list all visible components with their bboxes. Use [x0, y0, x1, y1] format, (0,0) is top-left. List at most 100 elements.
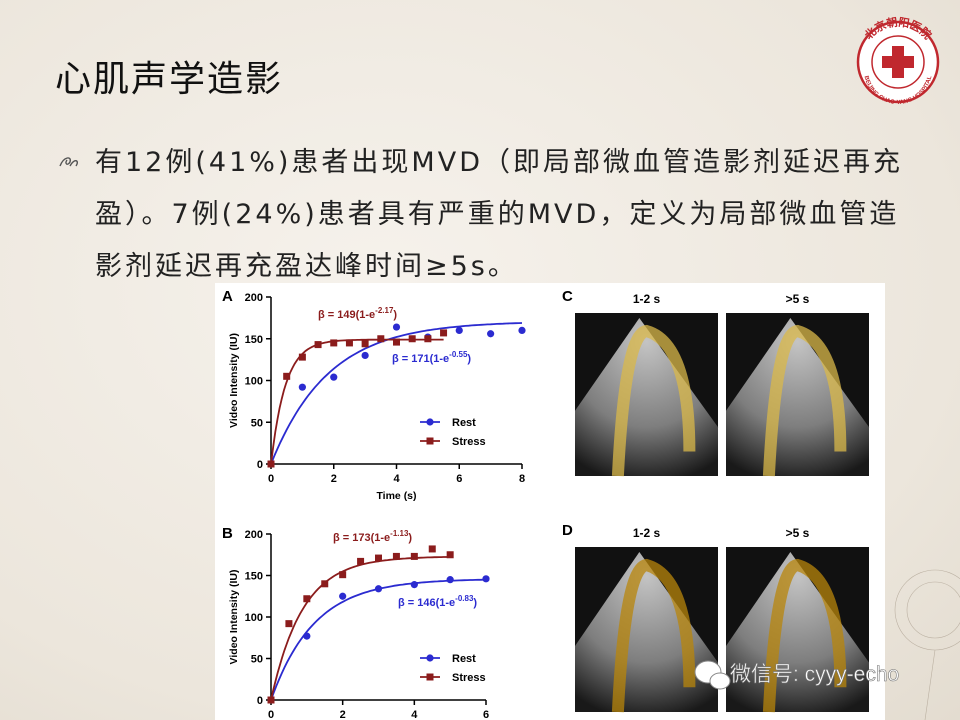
y-axis-label: Video Intensity (IU) [228, 570, 240, 665]
image-label: >5 s [786, 292, 810, 306]
fit-prefix: β = 149(1-e [318, 309, 375, 321]
fit-label: β = 146(1-e-0.83) [398, 594, 477, 609]
slide-title: 心肌声学造影 [55, 59, 284, 100]
bullet-text: 有12例(41%)患者出现MVD（即局部微血管造影剂延迟再充盈）。7例(24%)… [95, 147, 903, 282]
marker-circle [392, 323, 401, 331]
marker-square [283, 372, 291, 380]
y-tick-label: 200 [245, 529, 263, 541]
fit-exponent: -0.83 [455, 594, 474, 603]
fit-suffix: ) [473, 597, 477, 609]
legend-label: Stress [452, 436, 486, 448]
panel-letter: A [222, 288, 233, 305]
watermark-text: 微信号: cyyy-echo [730, 663, 899, 686]
marker-square [303, 595, 311, 603]
x-tick-label: 4 [393, 473, 400, 485]
marker-circle [518, 326, 526, 334]
fit-suffix: ) [467, 353, 471, 365]
marker-circle [303, 632, 311, 640]
image-label: 1-2 s [633, 292, 661, 306]
x-tick-label: 6 [456, 473, 462, 485]
marker-square [446, 551, 454, 559]
marker-square [285, 620, 293, 628]
fit-prefix: β = 146(1-e [398, 597, 455, 609]
marker-circle [361, 351, 369, 360]
echo-cone [726, 318, 869, 476]
marker-square [361, 340, 369, 348]
y-tick-label: 0 [257, 695, 263, 707]
fit-exponent: -0.55 [449, 350, 468, 359]
marker-square [440, 329, 448, 337]
chart: B 0 50 100 150 200 0 2 4 6 Video Intensity (IU) β =… [222, 525, 490, 720]
watermark: 微信号: cyyy-echo [694, 660, 900, 690]
x-tick-label: 6 [483, 709, 489, 720]
fit-exponent: -1.13 [390, 529, 409, 538]
echo-myocardium [611, 324, 696, 477]
marker-circle [339, 592, 347, 600]
marker-square [339, 571, 347, 579]
y-tick-label: 150 [245, 571, 263, 583]
x-tick-label: 2 [331, 473, 337, 485]
echo-myocardium [611, 558, 696, 713]
fit-curve [270, 556, 451, 701]
x-tick-label: 0 [268, 473, 274, 485]
legend-label: Rest [452, 417, 476, 429]
y-tick-label: 100 [245, 376, 263, 388]
marker-circle [298, 383, 306, 391]
marker-square [424, 335, 432, 343]
chart: A 0 50 100 150 200 0 2 4 6 8 Video Intensity (IU) Ti… [222, 288, 526, 502]
marker-square [377, 335, 385, 343]
marker-square [314, 341, 322, 349]
echo-cone [726, 552, 869, 712]
marker-square [298, 353, 306, 361]
y-tick-label: 50 [251, 654, 263, 666]
fit-suffix: ) [408, 532, 412, 544]
legend-marker [426, 654, 434, 662]
x-tick-label: 0 [268, 709, 274, 720]
x-tick-label: 4 [411, 709, 418, 720]
marker-circle [374, 585, 383, 593]
marker-circle [446, 576, 454, 584]
legend-marker [426, 673, 434, 681]
y-tick-label: 50 [251, 417, 263, 429]
marker-square [428, 545, 436, 553]
image-label: 1-2 s [633, 526, 661, 540]
bullet-icon [59, 157, 79, 167]
y-tick-label: 200 [245, 292, 263, 304]
marker-square [357, 557, 365, 565]
y-axis-label: Video Intensity (IU) [228, 333, 240, 428]
marker-circle [455, 326, 463, 334]
fit-exponent: -2.17 [375, 306, 394, 315]
decoration [894, 569, 960, 720]
fit-prefix: β = 171(1-e [392, 353, 449, 365]
marker-square [321, 580, 329, 588]
legend-label: Stress [452, 672, 486, 684]
wechat-icon [709, 672, 731, 690]
marker-circle [330, 373, 338, 381]
marker-square [267, 460, 275, 468]
y-tick-label: 0 [257, 459, 263, 471]
fit-prefix: β = 173(1-e [333, 532, 390, 544]
marker-square [330, 339, 338, 347]
fit-label: β = 171(1-e-0.55) [392, 350, 471, 365]
echo-myocardium [762, 324, 847, 477]
fit-label: β = 149(1-e-2.17) [318, 306, 397, 321]
marker-circle [487, 330, 495, 338]
marker-square [392, 552, 400, 560]
marker-square [393, 338, 400, 346]
image-panel: D 1-2 s >5 s [562, 522, 869, 713]
y-tick-label: 100 [245, 612, 263, 624]
legend-marker [426, 437, 434, 445]
image-panel: C 1-2 s >5 s [562, 288, 869, 477]
logo: 北京朝阳医院 BEIJING CHAO-YANG HOSPITAL [856, 15, 940, 106]
marker-square [375, 554, 382, 562]
panel-letter: B [222, 525, 233, 542]
marker-square [267, 696, 275, 704]
legend-label: Rest [452, 653, 476, 665]
echo-cone [575, 318, 718, 476]
panel-letter: C [562, 288, 573, 305]
panel-letter: D [562, 522, 573, 539]
echo-cone [575, 552, 718, 712]
y-tick-label: 150 [245, 334, 263, 346]
